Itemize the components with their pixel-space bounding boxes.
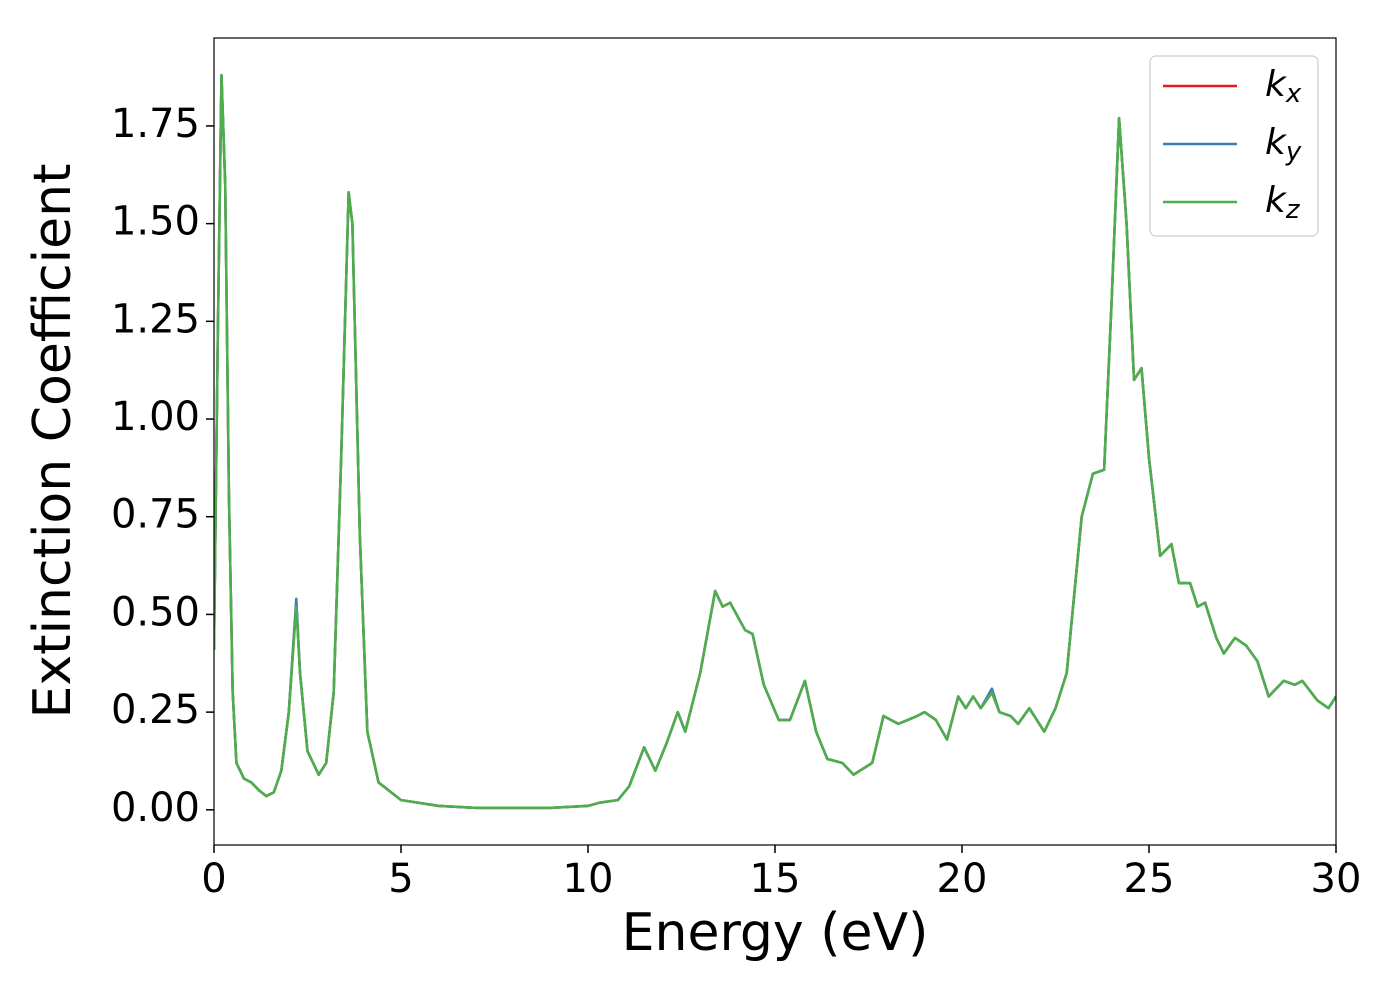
x-tick-label: 25 <box>1124 856 1175 902</box>
x-tick-label: 20 <box>937 856 988 902</box>
y-tick-label: 1.75 <box>111 101 200 147</box>
legend-label: kx <box>1265 64 1302 109</box>
plot-frame <box>213 37 1337 846</box>
y-tick-label: 0.75 <box>111 492 200 538</box>
y-tick-label: 0.25 <box>111 687 200 733</box>
y-tick-label: 1.00 <box>111 394 200 440</box>
y-tick-label: 1.25 <box>111 296 200 342</box>
x-tick-label: 30 <box>1311 856 1362 902</box>
legend-label: ky <box>1265 122 1302 167</box>
y-tick-label: 1.50 <box>111 199 200 245</box>
x-tick-label: 0 <box>201 856 226 902</box>
legend-label: kz <box>1265 180 1301 225</box>
legend-box <box>1149 55 1319 237</box>
x-tick-label: 5 <box>388 856 413 902</box>
series-line <box>214 73 1336 810</box>
y-axis-label: Extinction Coefficient <box>23 164 83 719</box>
y-tick-label: 0.00 <box>111 785 200 831</box>
x-tick-label: 10 <box>563 856 614 902</box>
y-tick-label: 0.50 <box>111 589 200 635</box>
x-tick-label: 15 <box>750 856 801 902</box>
x-axis-label: Energy (eV) <box>622 903 929 963</box>
